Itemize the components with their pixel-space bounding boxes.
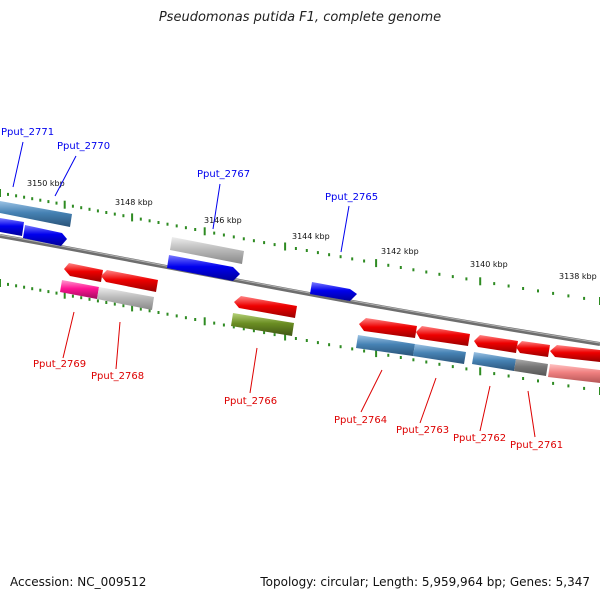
gene-label[interactable]: Pput_2768 bbox=[91, 371, 144, 382]
feature-track-steel bbox=[356, 335, 415, 356]
gene-label[interactable]: Pput_2765 bbox=[325, 192, 378, 203]
feature-track-gray bbox=[97, 287, 154, 310]
gene-arrow-reverse bbox=[474, 335, 518, 353]
gene-arrow-forward bbox=[167, 255, 240, 281]
ruler-label: 3142 kbp bbox=[381, 247, 419, 256]
ruler-ticks-bottom bbox=[0, 279, 600, 395]
ruler-ticks-top bbox=[0, 189, 600, 305]
feature-track-gray bbox=[170, 237, 244, 264]
label-leaders bbox=[12, 141, 536, 438]
ruler-labels: 3150 kbp 3148 kbp 3146 kbp 3144 kbp 3142… bbox=[27, 179, 597, 281]
accession-text: Accession: NC_009512 bbox=[10, 575, 147, 589]
ruler-label: 3148 kbp bbox=[115, 198, 153, 207]
gene-arrow-forward bbox=[23, 225, 67, 246]
ruler-label: 3150 kbp bbox=[27, 179, 65, 188]
gene-arrow-reverse bbox=[416, 326, 470, 346]
genome-backbone bbox=[0, 234, 600, 346]
genome-summary-text: Topology: circular; Length: 5,959,964 bp… bbox=[260, 575, 590, 589]
gene-label[interactable]: Pput_2763 bbox=[396, 425, 449, 436]
feature-track-steel bbox=[472, 352, 516, 371]
gene-arrow-forward bbox=[0, 218, 24, 236]
gene-label[interactable]: Pput_2770 bbox=[57, 141, 110, 152]
ruler-label: 3140 kbp bbox=[470, 260, 508, 269]
map-title: Pseudomonas putida F1, complete genome bbox=[158, 10, 442, 25]
reverse-features bbox=[60, 263, 600, 383]
gene-label[interactable]: Pput_2767 bbox=[197, 169, 250, 180]
feature-track-salmon bbox=[548, 364, 600, 383]
gene-label[interactable]: Pput_2764 bbox=[334, 415, 387, 426]
gene-arrow-reverse bbox=[101, 270, 158, 292]
ruler-label: 3138 kbp bbox=[559, 272, 597, 281]
feature-track-darkgray bbox=[514, 359, 548, 376]
gene-label[interactable]: Pput_2761 bbox=[510, 440, 563, 451]
ruler-label: 3144 kbp bbox=[292, 232, 330, 241]
gene-label[interactable]: Pput_2766 bbox=[224, 396, 277, 407]
ruler-label: 3146 kbp bbox=[204, 216, 242, 225]
gene-label[interactable]: Pput_2771 bbox=[1, 127, 54, 138]
feature-track-olive bbox=[231, 313, 294, 336]
gene-arrow-reverse bbox=[516, 341, 550, 357]
gene-arrow-forward bbox=[310, 282, 357, 301]
gene-arrow-reverse bbox=[550, 345, 600, 362]
gene-label[interactable]: Pput_2769 bbox=[33, 359, 86, 370]
gene-labels-forward: Pput_2771 Pput_2770 Pput_2767 Pput_2765 bbox=[1, 127, 378, 203]
feature-track-pink bbox=[60, 280, 99, 299]
gene-labels-reverse: Pput_2769 Pput_2768 Pput_2766 Pput_2764 … bbox=[33, 359, 563, 451]
feature-track-steel bbox=[413, 344, 466, 364]
feature-track-steel bbox=[0, 201, 72, 227]
forward-features bbox=[0, 201, 357, 301]
gene-arrow-reverse bbox=[64, 263, 103, 282]
gene-label[interactable]: Pput_2762 bbox=[453, 433, 506, 444]
gene-arrow-reverse bbox=[234, 296, 297, 318]
gene-arrow-reverse bbox=[359, 318, 417, 338]
